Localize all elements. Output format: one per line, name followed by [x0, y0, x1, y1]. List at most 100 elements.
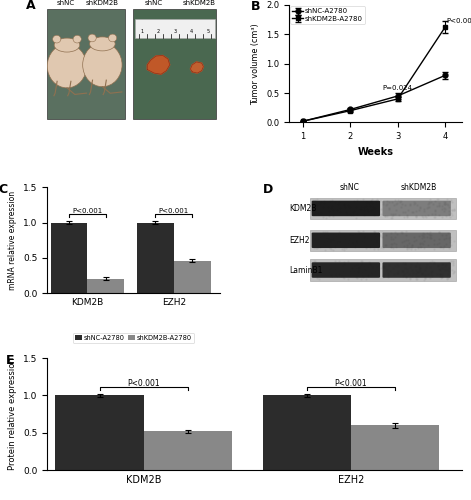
Bar	[174, 261, 211, 294]
Point	[377, 210, 385, 218]
Point	[388, 229, 395, 237]
Point	[399, 259, 407, 267]
Point	[388, 214, 396, 222]
Point	[332, 232, 340, 240]
Point	[438, 231, 446, 239]
Point	[446, 238, 454, 246]
Point	[325, 207, 333, 215]
Point	[352, 260, 359, 268]
Point	[321, 199, 328, 207]
Point	[442, 262, 449, 270]
Point	[367, 261, 374, 269]
Point	[361, 234, 368, 242]
FancyBboxPatch shape	[382, 200, 451, 216]
Point	[368, 270, 376, 278]
Point	[390, 239, 398, 247]
Point	[369, 204, 377, 212]
Point	[373, 236, 381, 244]
Point	[443, 266, 451, 274]
Point	[430, 259, 438, 267]
Point	[445, 203, 452, 211]
Point	[402, 260, 409, 268]
Point	[414, 272, 422, 280]
Point	[431, 198, 439, 205]
Text: shKDM2B: shKDM2B	[183, 0, 216, 6]
Point	[316, 199, 324, 207]
Point	[437, 243, 445, 251]
Text: shKDM2B: shKDM2B	[400, 184, 437, 192]
Point	[310, 206, 317, 214]
Point	[349, 211, 357, 219]
Point	[377, 264, 384, 272]
Point	[346, 203, 354, 211]
FancyBboxPatch shape	[312, 262, 380, 278]
Point	[391, 196, 399, 204]
Point	[410, 237, 418, 245]
Point	[419, 240, 427, 248]
Point	[399, 266, 406, 274]
Point	[400, 242, 407, 250]
Point	[416, 240, 424, 248]
Point	[342, 244, 349, 252]
Point	[431, 206, 439, 214]
Point	[331, 236, 338, 244]
Point	[391, 232, 398, 240]
Point	[403, 241, 410, 249]
Point	[436, 228, 443, 235]
Point	[433, 270, 440, 278]
Point	[394, 269, 401, 277]
Point	[430, 213, 438, 221]
Point	[345, 200, 352, 208]
Point	[346, 210, 354, 218]
Point	[420, 233, 428, 241]
Point	[350, 196, 358, 204]
Point	[340, 246, 348, 254]
Point	[442, 200, 449, 208]
Polygon shape	[147, 56, 170, 74]
Point	[413, 266, 420, 274]
Point	[434, 196, 441, 203]
Point	[435, 266, 443, 274]
Point	[444, 270, 452, 278]
Point	[399, 208, 406, 216]
Point	[420, 244, 427, 252]
Text: P<0.001: P<0.001	[335, 379, 367, 388]
Point	[323, 228, 331, 236]
Point	[449, 270, 457, 278]
Point	[411, 200, 418, 207]
Point	[367, 206, 374, 214]
Point	[355, 266, 363, 274]
Point	[354, 274, 361, 281]
Point	[414, 244, 422, 252]
Point	[427, 198, 434, 206]
Point	[418, 212, 426, 220]
Point	[354, 260, 362, 268]
Point	[382, 240, 389, 248]
Point	[406, 244, 413, 252]
Point	[382, 201, 390, 209]
Point	[409, 242, 416, 250]
Point	[413, 270, 420, 278]
Point	[434, 262, 442, 270]
Point	[411, 232, 418, 240]
Point	[388, 240, 395, 248]
Point	[449, 256, 456, 264]
Point	[427, 230, 434, 238]
Point	[329, 206, 337, 214]
Point	[406, 262, 413, 270]
Point	[320, 196, 328, 204]
Point	[379, 198, 387, 206]
Point	[427, 268, 434, 276]
Ellipse shape	[47, 44, 87, 88]
Point	[387, 214, 394, 222]
Ellipse shape	[88, 34, 96, 42]
Point	[374, 230, 381, 238]
Point	[314, 243, 322, 251]
Point	[317, 198, 325, 205]
Point	[422, 212, 429, 220]
Point	[346, 230, 353, 238]
Point	[412, 212, 420, 220]
Point	[390, 201, 398, 209]
Point	[413, 208, 420, 216]
Point	[449, 261, 456, 269]
